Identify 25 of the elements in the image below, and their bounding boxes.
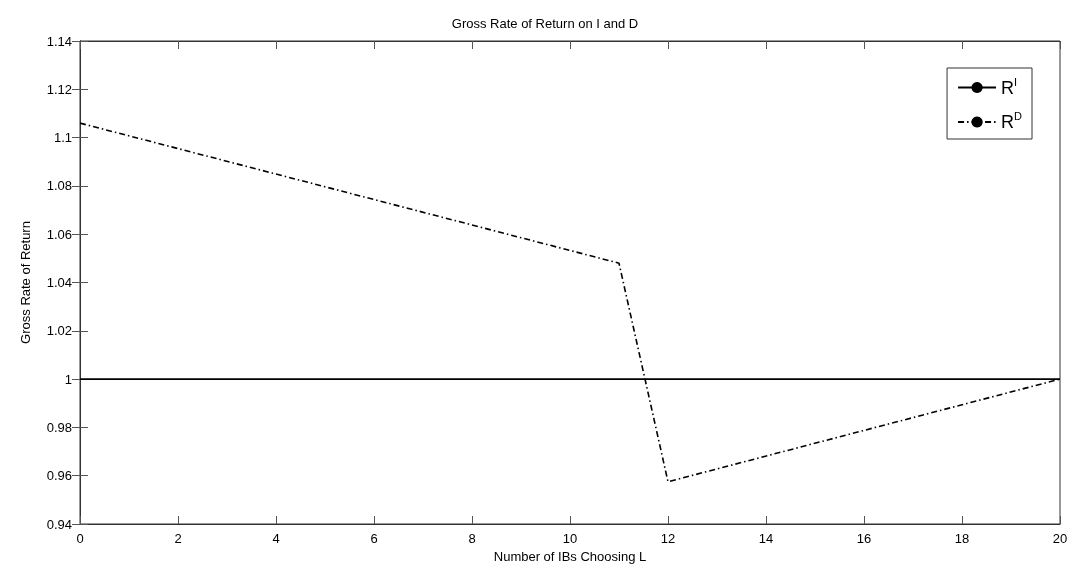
x-tick-label: 16 [856, 531, 872, 546]
y-tick-label: 1.08 [46, 178, 72, 194]
x-tick-label: 12 [660, 531, 676, 546]
x-axis-title: Number of IBs Choosing L [493, 549, 647, 564]
y-tick-label: 1.02 [46, 323, 72, 339]
x-tick-label: 18 [954, 531, 970, 546]
y-tick-label: 1 [64, 371, 72, 387]
y-tick-label: 0.94 [46, 516, 72, 532]
y-tick-label: 0.98 [46, 419, 72, 435]
x-tick-label: 8 [468, 531, 476, 546]
y-tick-label: 1.14 [46, 33, 72, 49]
x-tick-label: 4 [272, 531, 280, 546]
y-tick-label: 1.04 [46, 275, 72, 290]
chart-title: Gross Rate of Return on I and D [451, 16, 639, 31]
x-tick-label: 6 [370, 531, 378, 546]
y-tick-label: 1.06 [46, 226, 72, 242]
y-tick-label: 0.96 [46, 468, 72, 484]
x-tick-label: 20 [1052, 531, 1068, 546]
y-tick-label: 1.12 [46, 81, 72, 97]
y-tick-label: 1.1 [53, 130, 72, 146]
x-tick-label: 10 [562, 531, 578, 546]
y-axis-title: Gross Rate of Return [18, 221, 33, 344]
x-tick-label: 14 [758, 531, 774, 546]
x-tick-label: 2 [174, 531, 182, 546]
x-tick-label: 0 [76, 531, 84, 546]
